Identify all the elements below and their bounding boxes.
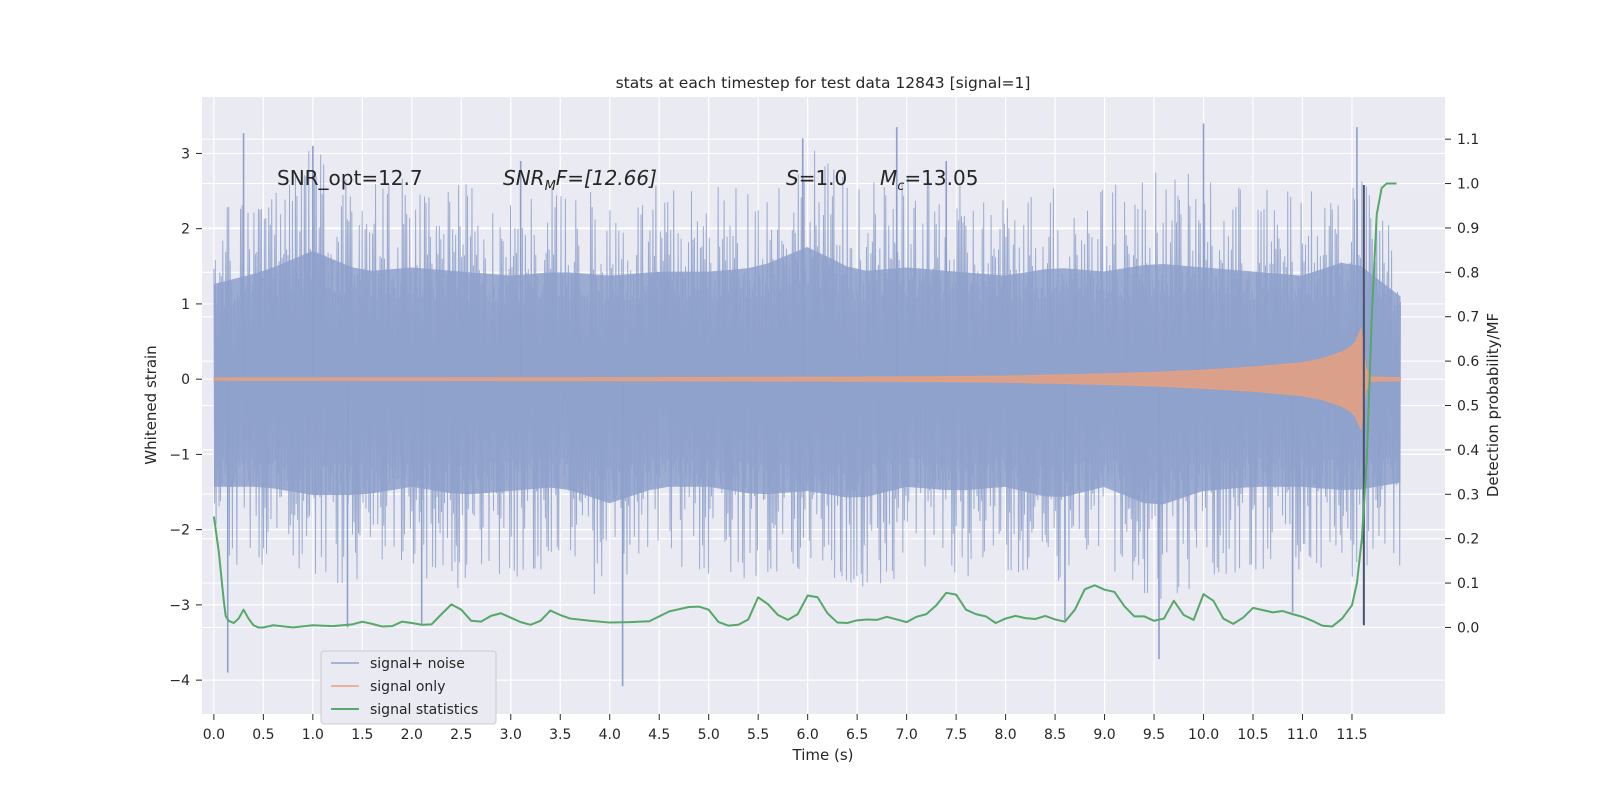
x-tick-label: 4.0 [599, 727, 621, 743]
legend: signal+ noise signal only signal statist… [320, 650, 497, 725]
y-tick-label-right: 0.4 [1457, 443, 1479, 459]
y-tick-label-left: −3 [169, 598, 190, 614]
y-tick-label-right: 1.1 [1457, 132, 1479, 148]
y-tick-label-right: 0.3 [1457, 487, 1479, 503]
y-tick-labels-right: 0.0 0.1 0.2 0.3 0.4 0.5 0.6 0.7 0.8 0.9 1.0 1.1 [1445, 132, 1479, 636]
annotations: SNR_opt=12.7 SNRMF=[12.66] S=1.0 Mc=13.0… [277, 166, 978, 194]
y-tick-label-right: 0.5 [1457, 399, 1479, 415]
x-tick-label: 9.5 [1143, 727, 1165, 743]
x-tick-label: 3.0 [500, 727, 522, 743]
y-tick-label-right: 0.0 [1457, 620, 1479, 636]
y-tick-label-right: 0.9 [1457, 221, 1479, 237]
x-tick-label: 8.5 [1044, 727, 1066, 743]
series-signal-plus-noise [213, 123, 1401, 687]
annotation-mc: Mc=13.05 [880, 166, 978, 194]
y-tick-label-left: 0 [181, 372, 190, 388]
y-tick-label-left: −4 [169, 673, 190, 689]
y-tick-label-right: 0.2 [1457, 532, 1479, 548]
x-tick-label: 9.0 [1093, 727, 1115, 743]
statistics-line [212, 182, 1397, 629]
x-tick-label: 10.0 [1188, 727, 1219, 743]
x-tick-label: 5.0 [698, 727, 720, 743]
x-tick-label: 2.5 [450, 727, 472, 743]
chart-title: stats at each timestep for test data 128… [616, 74, 1031, 92]
annotation-snr-opt: SNR_opt=12.7 [277, 166, 423, 190]
x-tick-label: 1.0 [302, 727, 324, 743]
x-tick-label: 0.0 [203, 727, 225, 743]
y-tick-label-left: 1 [181, 297, 190, 313]
x-tick-label: 8.0 [994, 727, 1016, 743]
y-tick-label-left: −1 [169, 447, 190, 463]
y-tick-label-right: 0.6 [1457, 354, 1479, 370]
x-tick-label: 1.5 [351, 727, 373, 743]
y-tick-label-left: 2 [181, 222, 190, 238]
y-axis-label-left: Whitened strain [142, 345, 160, 464]
y-tick-labels-left: −4 −3 −2 −1 0 1 2 3 [169, 146, 202, 689]
series-signal-only [213, 327, 1401, 432]
series-signal-statistics [212, 182, 1397, 629]
x-tick-label: 6.0 [797, 727, 819, 743]
x-tick-label: 10.5 [1237, 727, 1268, 743]
x-tick-label: 2.0 [401, 727, 423, 743]
x-tick-label: 6.5 [846, 727, 868, 743]
x-tick-label: 3.5 [549, 727, 571, 743]
annotation-s: S=1.0 [786, 166, 847, 190]
y-tick-label-left: −2 [169, 523, 190, 539]
x-axis-label: Time (s) [792, 746, 854, 764]
legend-box [320, 650, 497, 725]
y-tick-label-right: 0.7 [1457, 310, 1479, 326]
x-tick-label: 4.5 [648, 727, 670, 743]
x-tick-label: 7.5 [945, 727, 967, 743]
x-tick-labels: 0.0 0.5 1.0 1.5 2.0 2.5 3.0 3.5 4.0 4.5 5.0 5.5 6.0 6… [203, 714, 1368, 743]
x-tick-label: 11.5 [1336, 727, 1367, 743]
y-tick-label-right: 0.1 [1457, 576, 1479, 592]
signal-envelope [213, 327, 1401, 432]
y-tick-label-left: 3 [181, 146, 190, 162]
annotation-snr-mf: SNRMF=[12.66] [503, 166, 657, 194]
y-axis-label-right: Detection probability/MF [1484, 313, 1502, 497]
noise-core-band [213, 246, 1401, 505]
y-tick-label-right: 1.0 [1457, 177, 1479, 193]
x-tick-label: 7.0 [895, 727, 917, 743]
x-tick-label: 11.0 [1287, 727, 1318, 743]
x-tick-label: 5.5 [747, 727, 769, 743]
legend-label-signal: signal only [370, 679, 445, 695]
legend-label-noise: signal+ noise [370, 656, 465, 672]
y-tick-label-right: 0.8 [1457, 265, 1479, 281]
legend-label-stats: signal statistics [370, 702, 478, 718]
x-tick-label: 0.5 [252, 727, 274, 743]
